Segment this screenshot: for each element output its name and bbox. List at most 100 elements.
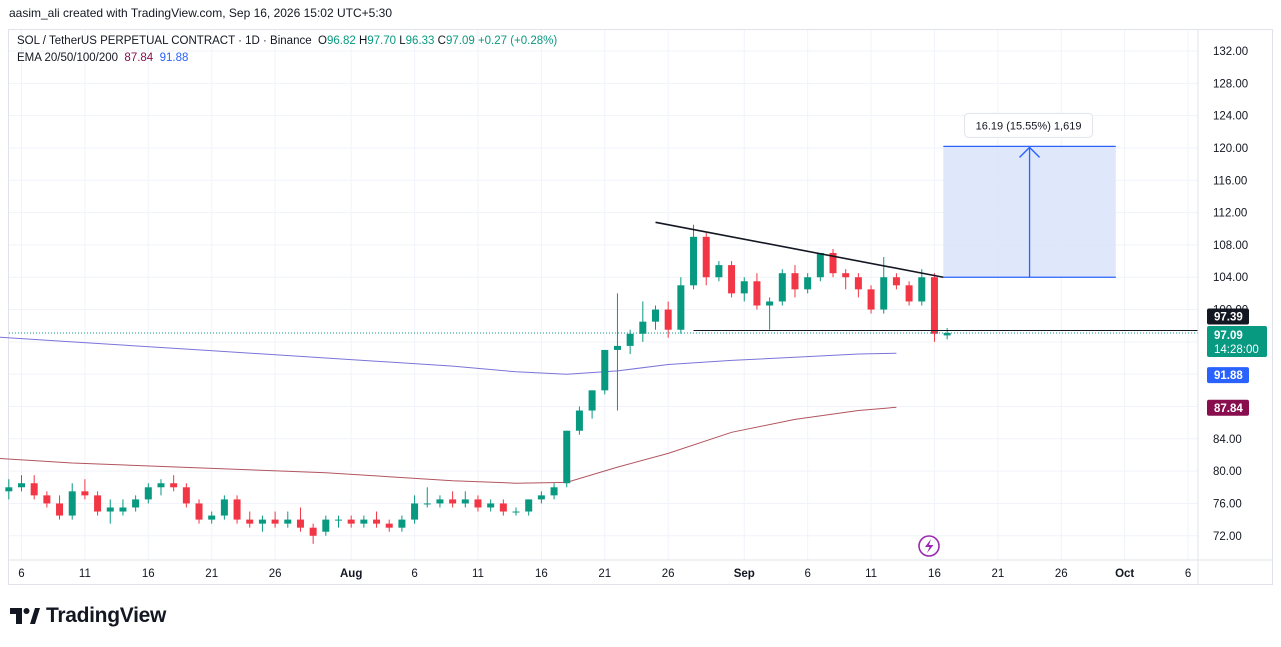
ema-value-1: 87.84 (124, 52, 154, 64)
price-tick-label: 120.00 (1213, 143, 1248, 155)
candle-body (296, 519, 304, 528)
candle-body (182, 487, 190, 504)
price-axis: 72.0076.0080.0084.0088.0092.0096.00100.0… (1197, 30, 1248, 585)
candles (5, 224, 951, 544)
tradingview-logo[interactable]: TradingView (10, 604, 166, 628)
candle-body (43, 495, 51, 504)
price-tick-label: 124.00 (1213, 111, 1248, 123)
candle-body (867, 289, 875, 310)
price-tick-label: 80.00 (1213, 466, 1242, 478)
price-badge-value: 87.84 (1214, 403, 1243, 415)
candle-body (499, 503, 507, 512)
time-tick-label: 6 (804, 568, 810, 580)
time-tick-label: 6 (411, 568, 417, 580)
ema-lines (0, 336, 897, 484)
price-tick-label: 116.00 (1213, 175, 1247, 187)
time-axis: 6 11 16 21 26 Aug 6 11 16 21 26 Sep 6 11 16 21 26 Oct 6 (9, 559, 1272, 580)
candle-body (284, 519, 292, 524)
time-tick-label: 21 (598, 568, 611, 580)
target-label: 16.19 (15.55%) 1,619 (976, 120, 1082, 132)
candle-body (525, 499, 533, 512)
low-value: 96.33 (405, 35, 435, 47)
candle-body (119, 507, 127, 512)
candle-body (144, 487, 152, 500)
candle-body (740, 281, 748, 294)
chart-attribution: aasim_ali created with TradingView.com, … (9, 6, 393, 20)
ema-line-slow (0, 406, 897, 484)
high-value: 97.70 (367, 35, 397, 47)
candle-body (563, 430, 571, 484)
candle-body (537, 495, 545, 500)
candle-body (715, 265, 723, 278)
candle-body (702, 236, 710, 278)
candle-body (930, 277, 938, 334)
candle-body (423, 503, 431, 505)
ema-value-2: 91.88 (159, 52, 189, 64)
candle-body (411, 503, 419, 520)
close-label: C (437, 35, 446, 47)
time-tick-label: Oct (1115, 568, 1134, 580)
price-tick-label: 104.00 (1213, 272, 1248, 284)
countdown-value: 14:28:00 (1214, 344, 1259, 356)
candle-body (550, 487, 558, 496)
drawings (9, 221, 1198, 334)
price-badges: 97.39 97.09 14:28:00 91.88 87.84 (1207, 308, 1267, 416)
chart-area[interactable] (8, 29, 1273, 585)
ema-legend[interactable]: EMA 20/50/100/200 87.84 91.88 (17, 52, 188, 64)
candle-body (690, 236, 698, 286)
last-price-value: 97.09 (1214, 330, 1243, 342)
price-badge (1207, 308, 1249, 325)
candle-body (728, 265, 736, 294)
target-arrow-head (1019, 146, 1041, 158)
price-tick-label: 84.00 (1213, 434, 1242, 446)
time-tick-label: 11 (472, 568, 484, 580)
candle-body (195, 503, 203, 520)
candle-body (677, 285, 685, 330)
candle-body (322, 519, 330, 532)
candle-body (905, 285, 913, 302)
candle-body (106, 507, 114, 512)
candle-body (309, 527, 317, 536)
candle-body (246, 519, 254, 524)
ema-label[interactable]: EMA 20/50/100/200 (17, 52, 119, 64)
flash-icon[interactable] (918, 535, 940, 557)
time-tick-label: Sep (734, 568, 755, 580)
grid-lines (9, 30, 1198, 560)
candle-body (335, 519, 342, 521)
price-tick-label: 132.00 (1213, 46, 1248, 58)
candle-body (943, 332, 951, 336)
last-price-badge (1207, 326, 1267, 358)
candle-body (854, 277, 862, 290)
symbol-legend[interactable]: SOL / TetherUS PERPETUAL CONTRACT · 1D ·… (17, 35, 557, 47)
candle-body (385, 523, 393, 528)
price-badge (1207, 399, 1249, 416)
target-label-box (964, 112, 1094, 138)
time-tick-label: 21 (205, 568, 218, 580)
candle-body (613, 345, 621, 350)
candle-body (918, 277, 926, 302)
candle-body (575, 410, 583, 431)
candle-body (461, 499, 469, 504)
time-tick-label: 21 (991, 568, 1004, 580)
candle-body (360, 519, 368, 524)
price-tick-label: 72.00 (1213, 531, 1242, 543)
candle-body (373, 519, 381, 524)
high-label: H (358, 35, 368, 47)
time-tick-label: 11 (865, 568, 877, 580)
candle-body (18, 483, 25, 488)
symbol-title[interactable]: SOL / TetherUS PERPETUAL CONTRACT · 1D ·… (17, 35, 312, 47)
candle-body (487, 503, 495, 508)
candle-body (804, 277, 812, 290)
time-tick-label: 6 (1185, 568, 1191, 580)
candle-body (626, 333, 634, 346)
candle-body (652, 309, 659, 322)
low-label: L (399, 35, 406, 47)
price-badge-value: 91.88 (1214, 370, 1243, 382)
candle-body (601, 349, 609, 391)
candle-body (81, 491, 89, 496)
candle-body (347, 519, 355, 524)
price-badge-value: 97.39 (1214, 312, 1243, 324)
time-tick-label: 16 (535, 568, 548, 580)
candle-body (170, 483, 178, 488)
